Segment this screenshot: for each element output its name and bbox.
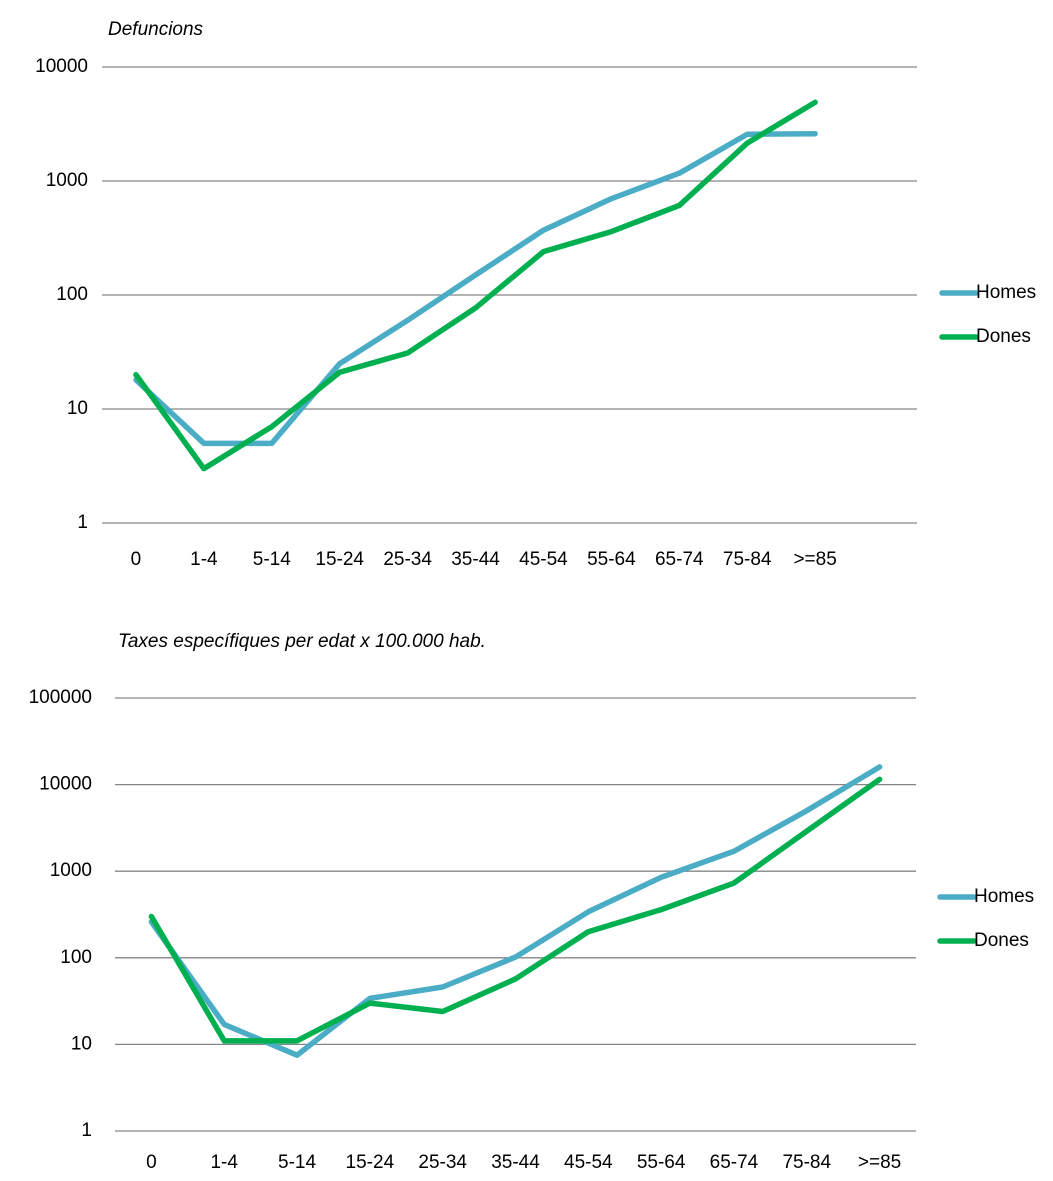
x-tick-label: 1-4 — [210, 1152, 238, 1173]
y-tick-label: 10 — [67, 398, 88, 419]
legend-label: Homes — [976, 282, 1036, 303]
x-tick-label: 45-54 — [564, 1152, 613, 1173]
x-tick-label: 65-74 — [710, 1152, 759, 1173]
x-tick-label: 5-14 — [278, 1152, 316, 1173]
y-tick-label: 10000 — [39, 774, 92, 795]
data-line — [148, 776, 883, 1044]
y-tick-label: 1 — [81, 1120, 92, 1141]
legend-label: Homes — [974, 886, 1034, 907]
x-tick-label: 55-64 — [587, 549, 636, 570]
x-tick-label: 15-24 — [315, 549, 364, 570]
x-tick-label: 0 — [131, 549, 142, 570]
x-tick-label: 35-44 — [491, 1152, 540, 1173]
y-tick-label: 100000 — [29, 687, 92, 708]
chart-title: Defuncions — [108, 19, 204, 40]
y-tick-label: 100 — [60, 947, 92, 968]
x-tick-label: 0 — [146, 1152, 157, 1173]
x-tick-label: 35-44 — [451, 549, 500, 570]
x-tick-label: 55-64 — [637, 1152, 686, 1173]
x-tick-label: 25-34 — [418, 1152, 467, 1173]
data-line — [133, 130, 818, 447]
y-tick-label: 10000 — [35, 56, 88, 77]
x-tick-label: 75-84 — [723, 549, 772, 570]
x-tick-label: 5-14 — [253, 549, 291, 570]
y-tick-label: 1000 — [50, 860, 92, 881]
y-tick-label: 1000 — [46, 170, 88, 191]
x-tick-label: 65-74 — [655, 549, 704, 570]
legend-label: Dones — [974, 930, 1029, 951]
x-tick-label: >=85 — [858, 1152, 901, 1173]
x-tick-label: 15-24 — [346, 1152, 395, 1173]
chart-title: Taxes específiques per edat x 100.000 ha… — [118, 631, 486, 652]
y-tick-label: 10 — [71, 1033, 92, 1054]
x-tick-label: >=85 — [793, 549, 836, 570]
legend-label: Dones — [976, 326, 1031, 347]
x-tick-label: 75-84 — [782, 1152, 831, 1173]
x-tick-label: 45-54 — [519, 549, 568, 570]
x-tick-label: 25-34 — [383, 549, 432, 570]
y-tick-label: 100 — [56, 284, 88, 305]
data-line — [148, 764, 883, 1058]
y-tick-label: 1 — [77, 512, 88, 533]
x-tick-label: 1-4 — [190, 549, 218, 570]
data-line — [133, 99, 818, 472]
